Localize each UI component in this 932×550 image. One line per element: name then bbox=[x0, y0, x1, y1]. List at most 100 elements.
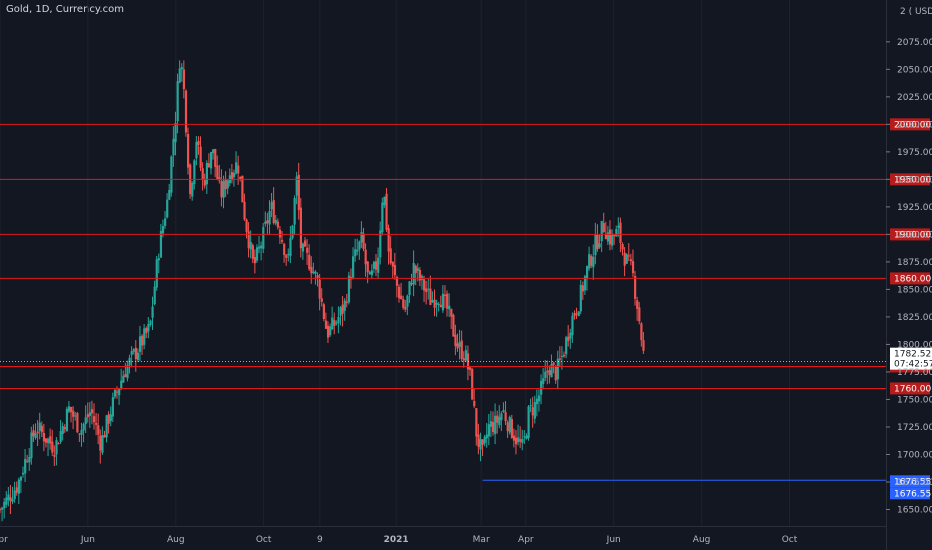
candle-body bbox=[418, 270, 422, 281]
candle-body bbox=[510, 418, 513, 438]
candle-body bbox=[364, 249, 367, 265]
candle-body bbox=[134, 347, 137, 360]
candle-body bbox=[274, 219, 277, 224]
candle-body bbox=[105, 415, 108, 438]
candle-body bbox=[544, 371, 547, 378]
candle-body bbox=[448, 305, 451, 310]
candle-body bbox=[565, 337, 568, 355]
candle-body bbox=[149, 320, 152, 325]
candle-body bbox=[1, 507, 4, 510]
candle-body bbox=[36, 431, 39, 434]
candle-body bbox=[606, 232, 610, 242]
candle-body bbox=[402, 298, 405, 308]
level-tag bbox=[890, 228, 930, 241]
candle-body bbox=[527, 406, 530, 439]
candle-body bbox=[209, 151, 213, 169]
candle-body bbox=[370, 270, 374, 276]
candle-body bbox=[400, 295, 403, 300]
candle-body bbox=[299, 207, 303, 249]
candle-body bbox=[533, 402, 536, 419]
candle-body bbox=[278, 229, 282, 238]
candle-body bbox=[360, 232, 363, 243]
candle-body bbox=[634, 276, 637, 299]
candle-body bbox=[375, 261, 378, 270]
candle-body bbox=[67, 406, 71, 412]
candle-body bbox=[475, 408, 478, 437]
candle-body bbox=[5, 497, 8, 505]
candle-body bbox=[489, 421, 493, 427]
y-tick-label: 1800.00 bbox=[897, 340, 932, 350]
candle-body bbox=[49, 436, 52, 444]
candle-body bbox=[281, 240, 284, 242]
candle-body bbox=[115, 391, 119, 393]
candle-body bbox=[147, 324, 150, 332]
candle-body bbox=[255, 247, 259, 261]
candle-body bbox=[537, 395, 541, 402]
candle-body bbox=[59, 431, 62, 442]
candle-body bbox=[141, 335, 144, 346]
candle-body bbox=[343, 300, 346, 311]
candle-body bbox=[166, 199, 169, 218]
candle-body bbox=[596, 235, 599, 250]
candle-body bbox=[95, 422, 98, 425]
candle-body bbox=[72, 410, 75, 417]
candle-body bbox=[80, 429, 83, 435]
candle-body bbox=[611, 233, 614, 246]
candle-body bbox=[216, 165, 219, 180]
candle-body bbox=[51, 441, 54, 453]
candle-body bbox=[427, 288, 430, 290]
candle-body bbox=[496, 415, 499, 423]
candle-body bbox=[187, 134, 190, 168]
candle-body bbox=[471, 369, 474, 400]
candle-body bbox=[262, 227, 265, 249]
countdown-label: 07:42:57 bbox=[894, 360, 932, 370]
level-label: 1950.00 bbox=[894, 175, 931, 185]
candle-body bbox=[629, 259, 633, 262]
candle-body bbox=[70, 406, 73, 413]
candle-body bbox=[24, 459, 27, 474]
candle-body bbox=[11, 499, 14, 502]
candle-body bbox=[47, 438, 50, 444]
candle-body bbox=[74, 415, 77, 417]
candle-body bbox=[567, 336, 570, 341]
candle-body bbox=[76, 412, 79, 433]
candle-body bbox=[245, 219, 248, 232]
candle-body bbox=[504, 412, 507, 422]
candle-body bbox=[381, 202, 384, 233]
candle-body bbox=[535, 398, 539, 405]
candle-body bbox=[354, 249, 357, 257]
candle-body bbox=[531, 407, 534, 416]
candle-body bbox=[446, 293, 449, 309]
candle-body bbox=[32, 430, 35, 437]
candle-body bbox=[57, 443, 60, 445]
candle-body bbox=[425, 288, 428, 293]
y-tick-label: 1850.00 bbox=[897, 285, 932, 295]
candle-body bbox=[193, 160, 196, 185]
candle-body bbox=[164, 218, 167, 226]
candle-body bbox=[301, 243, 305, 252]
candle-body bbox=[575, 313, 578, 315]
candle-body bbox=[78, 433, 81, 435]
candle-body bbox=[153, 286, 156, 305]
support-label: 1676.55 bbox=[894, 477, 931, 487]
candle-body bbox=[235, 162, 238, 174]
candle-body bbox=[423, 279, 426, 291]
candle-body bbox=[437, 303, 440, 305]
candle-body bbox=[220, 181, 223, 198]
candle-body bbox=[579, 284, 582, 312]
candle-body bbox=[26, 460, 29, 462]
candle-body bbox=[525, 435, 528, 439]
candle-body bbox=[358, 241, 361, 250]
candle-body bbox=[111, 397, 115, 417]
candle-body bbox=[410, 282, 413, 285]
candle-body bbox=[416, 268, 419, 271]
candle-body bbox=[232, 172, 236, 178]
candle-body bbox=[594, 234, 597, 256]
level-tag bbox=[890, 173, 930, 186]
candle-body bbox=[264, 221, 267, 224]
candle-body bbox=[588, 254, 591, 269]
candle-body bbox=[113, 389, 117, 397]
x-tick-label: Apr bbox=[518, 535, 534, 545]
candle-body bbox=[99, 435, 102, 451]
